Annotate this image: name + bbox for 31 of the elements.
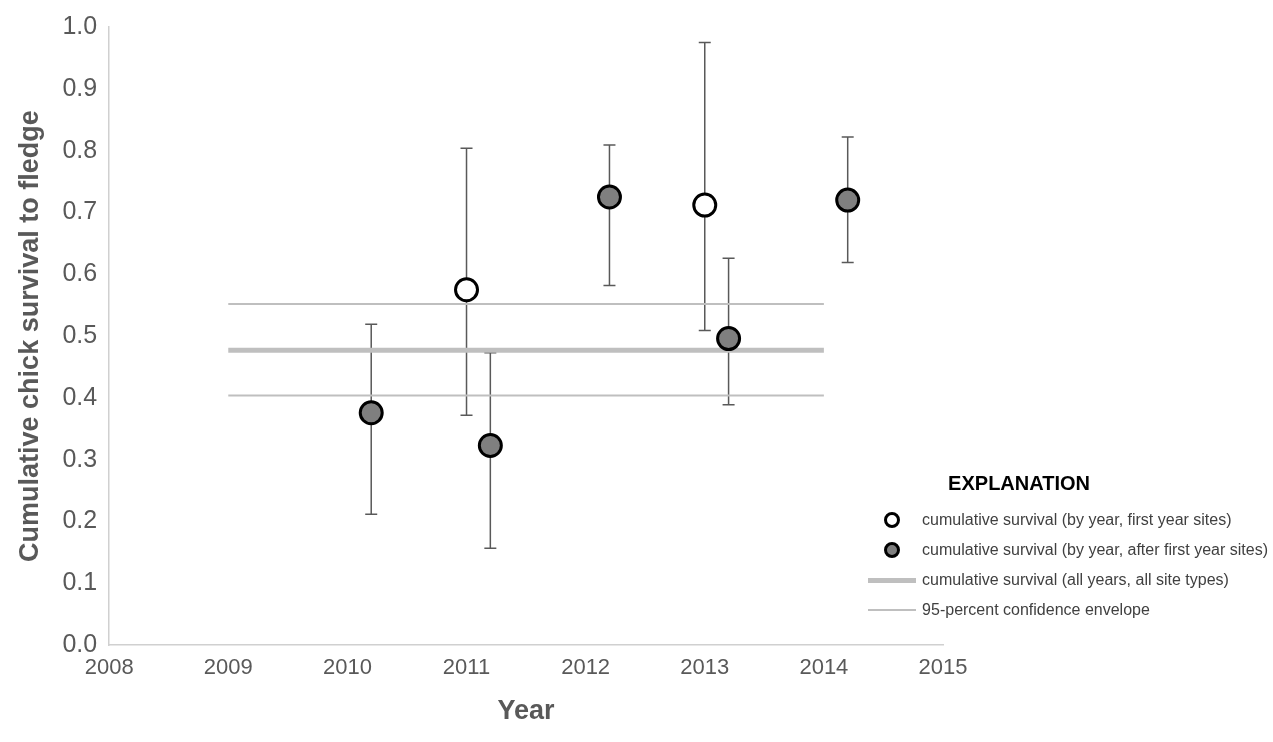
y-tick-label: 0.8	[62, 134, 98, 163]
point	[358, 400, 384, 426]
x-tick-label: 2009	[203, 654, 253, 680]
point	[835, 187, 861, 213]
point	[454, 277, 480, 303]
legend-label: cumulative survival (all years, all site types)	[922, 571, 1229, 590]
y-tick-label: 0.1	[62, 567, 98, 596]
y-tick-label: 0.7	[62, 196, 98, 225]
point	[716, 326, 742, 352]
y-tick-label: 0.5	[62, 319, 98, 348]
point	[596, 184, 622, 210]
x-axis-title: Year	[497, 695, 556, 726]
x-tick-label: 2011	[442, 654, 491, 680]
x-tick-label: 2014	[799, 654, 849, 680]
x-tick-label: 2013	[680, 654, 730, 680]
y-tick-label: 0.2	[62, 505, 98, 534]
x-tick-label: 2015	[918, 654, 968, 680]
legend-label: cumulative survival (by year, first year sites)	[922, 511, 1232, 530]
legend-label: 95-percent confidence envelope	[922, 601, 1150, 620]
x-tick-label: 2010	[322, 654, 372, 680]
y-tick-label: 0.9	[62, 72, 98, 101]
point	[692, 192, 718, 218]
point	[477, 433, 503, 459]
y-tick-label: 0.4	[62, 381, 98, 410]
y-axis-title: Cumulative chick survival to fledge	[13, 110, 44, 562]
y-tick-label: 0.3	[62, 443, 98, 472]
y-tick-label: 1.0	[62, 10, 98, 39]
x-tick-label: 2012	[561, 654, 611, 680]
legend-title: EXPLANATION	[948, 472, 1091, 496]
legend-label: cumulative survival (by year, after first year sites)	[922, 541, 1268, 560]
y-tick-label: 0.6	[62, 258, 98, 287]
